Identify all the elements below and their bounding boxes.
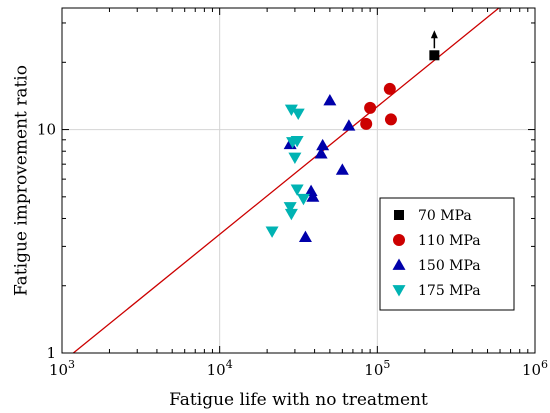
data-point [384, 113, 397, 126]
trend-line [72, 7, 500, 354]
legend-label: 175 MPa [418, 283, 481, 299]
data-point [335, 163, 349, 175]
runout-arrow-head [430, 30, 438, 39]
data-point [298, 230, 312, 243]
legend-marker [392, 258, 406, 270]
x-tick-label: 106 [522, 358, 548, 379]
data-point [265, 226, 279, 238]
y-axis-title: Fatigue improvement ratio [12, 65, 32, 296]
x-tick-label: 105 [364, 358, 390, 379]
axis-ticks: 103 104 105 106 1 10 [37, 8, 548, 379]
data-point [291, 108, 305, 121]
data-point [314, 147, 328, 159]
x-tick-label: 104 [207, 358, 233, 379]
data-point [429, 50, 440, 61]
data-point [316, 138, 330, 151]
data-point [323, 93, 337, 106]
legend-label: 150 MPa [418, 258, 481, 274]
data-point [306, 190, 320, 202]
data-point [284, 208, 298, 221]
data-point [283, 202, 297, 214]
legend-label: 70 MPa [418, 208, 472, 224]
legend-label: 110 MPa [418, 233, 481, 249]
data-points [265, 30, 440, 243]
data-point [290, 135, 304, 148]
y-tick-label: 1 [46, 344, 56, 362]
x-tick-label: 103 [49, 358, 75, 379]
plot-frame [61, 7, 536, 354]
grid-lines [62, 8, 535, 353]
data-point [360, 117, 373, 130]
legend-marker [394, 210, 404, 220]
data-point [284, 104, 298, 116]
data-point [364, 101, 377, 114]
x-axis-title: Fatigue life with no treatment [169, 390, 428, 410]
data-point [342, 119, 356, 131]
trend-line-group [72, 7, 500, 354]
data-point [296, 193, 310, 206]
legend: 70 MPa 110 MPa 150 MPa 175 MPa [379, 197, 515, 311]
y-tick-label: 10 [37, 121, 56, 139]
data-point [288, 152, 302, 164]
data-point [290, 184, 304, 196]
legend-marker [392, 285, 406, 297]
legend-marker [393, 234, 405, 246]
data-point [383, 82, 396, 95]
